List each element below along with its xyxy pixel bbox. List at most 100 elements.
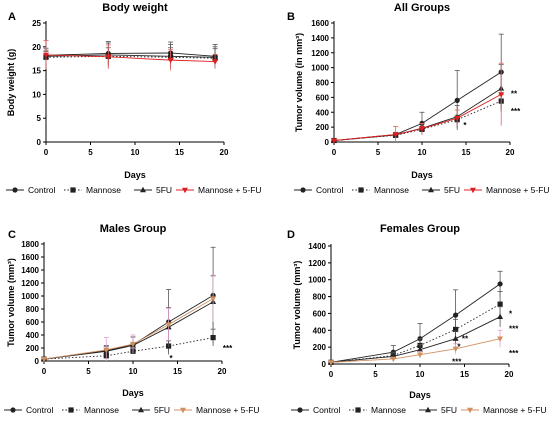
significance-marker: *** bbox=[223, 344, 233, 353]
y-tick-label: 25 bbox=[32, 19, 41, 28]
legend-label: 5FU bbox=[156, 185, 172, 195]
y-tick-label: 600 bbox=[26, 318, 40, 327]
legend-marker bbox=[68, 407, 74, 413]
series-mannose bbox=[331, 94, 504, 144]
x-tick-label: 10 bbox=[129, 367, 138, 376]
x-axis-label: Days bbox=[122, 388, 144, 398]
data-point bbox=[392, 132, 399, 138]
y-tick-label: 400 bbox=[26, 331, 40, 340]
x-tick-label: 0 bbox=[42, 367, 47, 376]
significance-marker: * bbox=[509, 309, 513, 318]
y-tick-label: 1400 bbox=[311, 34, 329, 43]
y-tick-label: 800 bbox=[316, 79, 330, 88]
significance-marker: ** bbox=[462, 335, 469, 344]
y-tick-label: 1200 bbox=[21, 279, 39, 288]
panel-letter: B bbox=[287, 11, 295, 23]
significance-marker: *** bbox=[452, 357, 462, 366]
legend-label: Control bbox=[26, 405, 54, 415]
x-tick-label: 15 bbox=[175, 148, 184, 157]
data-point bbox=[497, 313, 504, 319]
y-tick-label: 1200 bbox=[311, 49, 329, 58]
legend-label: Mannose + 5-FU bbox=[486, 185, 550, 195]
y-tick-label: 600 bbox=[316, 93, 330, 102]
data-point bbox=[419, 126, 425, 132]
y-tick-label: 800 bbox=[313, 293, 327, 302]
panel-a: A Body weight 0 5 10 15 20 0 5 10 15 20 25 Days Body w… bbox=[6, 2, 262, 195]
series-line bbox=[333, 94, 502, 141]
x-tick-label: 0 bbox=[44, 148, 49, 157]
series-5fu bbox=[41, 275, 217, 362]
x-axis-label: Days bbox=[409, 390, 431, 400]
significance-marker: * bbox=[457, 342, 461, 351]
series-line bbox=[45, 54, 216, 63]
data-point bbox=[497, 336, 504, 342]
y-tick-label: 1600 bbox=[21, 253, 39, 262]
legend-label: Mannose + 5-FU bbox=[198, 185, 262, 195]
y-axis-label: Tumor volume (mm³) bbox=[292, 261, 302, 350]
series-mannose-5-fu bbox=[43, 40, 219, 71]
x-tick-label: 0 bbox=[332, 148, 337, 157]
y-tick-label: 400 bbox=[316, 108, 330, 117]
panel-letter: D bbox=[287, 229, 295, 241]
y-axis-label: Tumor volume (mm³) bbox=[6, 258, 16, 347]
series-line bbox=[330, 303, 501, 363]
y-tick-label: 0 bbox=[325, 138, 330, 147]
y-tick-label: 5 bbox=[37, 114, 42, 123]
panel-letter: C bbox=[8, 229, 16, 241]
series-line bbox=[333, 100, 502, 141]
data-point bbox=[454, 97, 460, 103]
significance-marker: *** bbox=[509, 325, 519, 334]
legend-marker bbox=[70, 187, 76, 193]
series-control bbox=[331, 33, 504, 144]
data-point bbox=[105, 54, 112, 60]
y-axis-label: Tumor volume (in mm³) bbox=[294, 33, 304, 132]
y-tick-label: 1400 bbox=[308, 242, 326, 251]
data-point bbox=[41, 356, 47, 363]
x-tick-label: 20 bbox=[220, 148, 229, 157]
series-mannose-5-fu bbox=[41, 274, 217, 363]
x-tick-label: 5 bbox=[376, 148, 381, 157]
x-tick-label: 5 bbox=[88, 148, 93, 157]
data-point bbox=[328, 360, 334, 366]
legend-label: Mannose bbox=[86, 185, 121, 195]
legend-label: Mannose bbox=[374, 185, 409, 195]
chart-title: Males Group bbox=[100, 223, 167, 235]
chart-title: All Groups bbox=[394, 2, 450, 14]
legend-marker bbox=[467, 407, 473, 414]
data-point bbox=[43, 52, 49, 59]
x-tick-label: 15 bbox=[460, 370, 469, 379]
data-point bbox=[210, 335, 216, 341]
y-tick-label: 0 bbox=[35, 357, 40, 366]
x-tick-label: 20 bbox=[505, 370, 514, 379]
data-point bbox=[212, 59, 219, 65]
data-point bbox=[167, 57, 174, 64]
significance-marker: *** bbox=[509, 349, 519, 358]
panel-letter: A bbox=[8, 11, 16, 23]
legend-label: Mannose bbox=[84, 405, 119, 415]
y-tick-label: 600 bbox=[313, 309, 327, 318]
legend: Control Mannose 5FU Mannose + 5-FU bbox=[294, 185, 550, 195]
y-tick-label: 400 bbox=[313, 326, 327, 335]
legend-label: 5FU bbox=[441, 405, 457, 415]
data-point bbox=[497, 301, 503, 307]
legend-marker bbox=[358, 187, 364, 193]
legend-label: 5FU bbox=[444, 185, 460, 195]
legend-label: Control bbox=[313, 405, 341, 415]
y-tick-label: 15 bbox=[32, 67, 41, 76]
legend-marker bbox=[12, 187, 18, 193]
data-point bbox=[417, 346, 423, 352]
legend: Control Mannose 5FU Mannose + 5-FU bbox=[6, 185, 262, 195]
x-tick-label: 10 bbox=[418, 148, 427, 157]
data-point bbox=[331, 138, 337, 144]
x-tick-label: 15 bbox=[462, 148, 471, 157]
x-tick-label: 10 bbox=[131, 148, 140, 157]
legend-label: Control bbox=[28, 185, 56, 195]
data-point bbox=[103, 347, 110, 354]
data-point bbox=[165, 322, 172, 328]
legend-marker bbox=[470, 187, 476, 194]
y-tick-label: 1800 bbox=[21, 240, 39, 249]
x-tick-label: 5 bbox=[373, 370, 378, 379]
y-tick-label: 200 bbox=[316, 123, 330, 132]
y-tick-label: 1400 bbox=[21, 266, 39, 275]
